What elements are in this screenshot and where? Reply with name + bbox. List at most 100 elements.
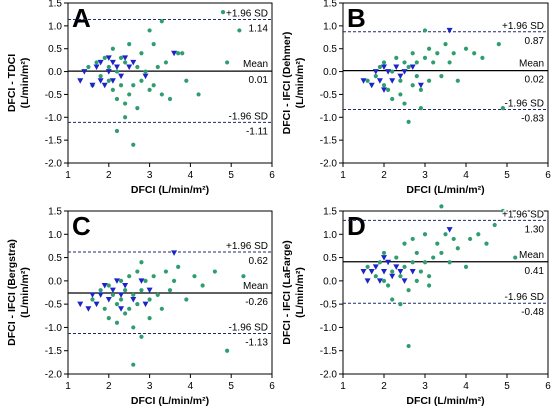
y-tick-label: 0.0 (48, 67, 62, 78)
data-point-triangle (89, 292, 96, 298)
y-axis-unit-label: (L/min/m²) (294, 267, 306, 318)
data-point-triangle (93, 301, 100, 308)
data-point-circle (513, 255, 518, 260)
y-tick-label: -2.0 (320, 370, 338, 381)
y-tick-label: -0.5 (45, 90, 63, 101)
data-point-circle (422, 260, 428, 265)
y-tick-label: 1.0 (323, 230, 337, 241)
data-point-circle (427, 274, 432, 279)
x-tick-label: 3 (422, 170, 428, 181)
data-point-circle (110, 46, 115, 51)
x-tick-label: 5 (228, 381, 234, 392)
panel-a: -2.0 -1.5 -1.0 -0.5 0.0 0.5 1.0 1.5 1 2 3 4 5 6 DFCI (… (6, 0, 275, 196)
data-point-circle (184, 78, 189, 83)
data-point-triangle (130, 296, 137, 303)
data-point-triangle (368, 269, 375, 275)
data-point-triangle (381, 64, 387, 70)
plot-frame (342, 210, 549, 375)
data-point-circle (147, 297, 152, 302)
y-tick-label: 0.0 (323, 276, 337, 287)
data-point-circle (500, 106, 505, 111)
lower-loa-value: -1.11 (246, 126, 268, 137)
data-point-circle (414, 74, 419, 79)
data-point-circle (123, 60, 128, 65)
data-point-circle (106, 283, 111, 288)
data-point-circle (143, 69, 148, 74)
data-point-triangle (401, 278, 408, 284)
data-point-circle (155, 292, 160, 297)
data-point-circle (402, 264, 407, 269)
data-point-circle (94, 60, 99, 65)
plot-frame (67, 2, 273, 164)
panel-label: C (72, 211, 91, 241)
data-point-circle (410, 260, 415, 265)
data-point-circle (398, 78, 403, 83)
data-point-circle (143, 278, 148, 283)
data-point-circle (106, 64, 111, 70)
data-point-circle (447, 260, 452, 265)
y-tick-label: -2.0 (320, 159, 338, 170)
data-point-circle (212, 269, 217, 274)
y-axis-unit-label: (L/min/m²) (19, 58, 31, 109)
data-point-circle (439, 250, 444, 256)
data-point-circle (159, 19, 164, 24)
data-point-triangle (101, 82, 108, 89)
data-point-triangle (105, 296, 112, 303)
data-point-circle (151, 274, 156, 279)
y-tick-label: 0.0 (323, 67, 337, 78)
data-point-circle (127, 274, 132, 279)
upper-loa-value: 1.30 (525, 224, 545, 235)
data-point-circle (414, 250, 419, 256)
data-point-triangle (446, 227, 453, 233)
data-point-circle (237, 28, 242, 33)
data-point-circle (106, 78, 111, 83)
x-tick-label: 2 (381, 381, 387, 392)
y-tick-label: -2.0 (45, 159, 63, 170)
data-point-circle (386, 87, 391, 92)
data-point-circle (418, 87, 423, 92)
y-tick-label: -0.5 (45, 300, 63, 311)
data-point-triangle (122, 55, 129, 61)
y-tick-label: -1.5 (320, 346, 338, 357)
data-point-circle (480, 55, 485, 60)
data-point-circle (167, 288, 173, 293)
data-point-circle (151, 42, 156, 47)
data-point-circle (500, 208, 505, 214)
y-tick-label: 1.5 (48, 207, 62, 218)
data-point-circle (381, 250, 387, 256)
y-tick-label: 1.5 (323, 207, 337, 218)
data-point-circle (98, 74, 103, 79)
data-point-triangle (109, 59, 116, 66)
data-point-circle (468, 236, 473, 242)
data-point-circle (394, 255, 399, 260)
panel-d: -2.0 -1.5 -1.0 -0.5 0.0 0.5 1.0 1.5 1 2 3 4 5 6 DFCI (… (281, 204, 551, 407)
data-point-triangle (446, 27, 453, 34)
data-point-triangle (77, 78, 84, 84)
data-point-circle (422, 55, 428, 60)
x-tick-label: 4 (188, 381, 194, 392)
data-point-circle (398, 274, 403, 279)
lower-loa-value: -0.48 (521, 307, 544, 318)
data-point-triangle (142, 73, 149, 80)
data-point-circle (200, 283, 205, 288)
data-point-triangle (397, 73, 404, 80)
x-tick-label: 6 (269, 381, 275, 392)
y-tick-label: 1.5 (323, 0, 337, 10)
data-point-circle (422, 232, 428, 237)
data-point-circle (114, 128, 120, 134)
data-point-circle (184, 297, 189, 302)
y-axis-unit-label: (L/min/m²) (19, 267, 31, 318)
data-point-circle (447, 60, 452, 65)
x-tick-label: 2 (381, 170, 387, 181)
x-axis-label: DFCI (L/min/m²) (406, 184, 484, 196)
data-point-circle (114, 96, 120, 102)
x-tick-label: 3 (147, 381, 153, 392)
data-point-circle (163, 269, 169, 274)
data-point-circle (439, 74, 444, 79)
data-point-circle (139, 51, 144, 56)
data-point-circle (410, 51, 415, 56)
data-point-triangle (118, 292, 125, 298)
data-point-triangle (385, 259, 392, 266)
x-tick-label: 2 (106, 381, 112, 392)
data-point-circle (110, 292, 115, 297)
